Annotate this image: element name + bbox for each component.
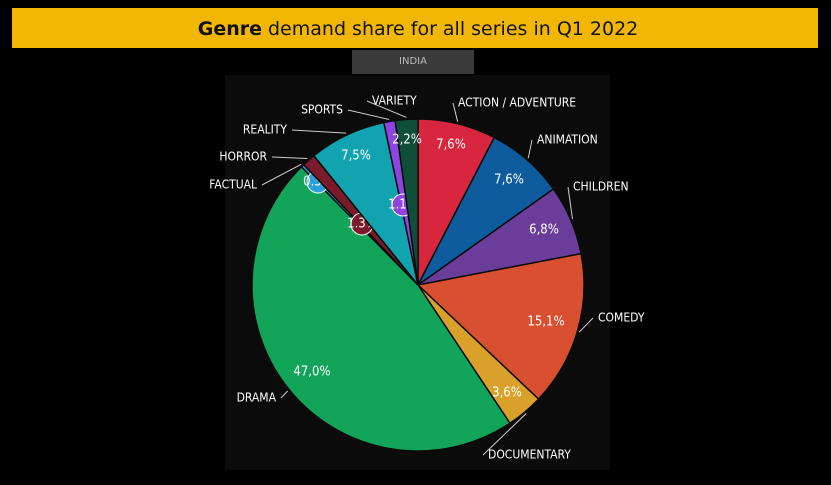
value-label: 6,8% <box>529 223 559 238</box>
leader-line <box>261 163 302 186</box>
category-label: FACTUAL <box>209 178 257 192</box>
leader-line <box>366 100 407 118</box>
leader-line <box>482 413 527 456</box>
leader-line <box>291 129 347 134</box>
leader-line <box>271 156 308 160</box>
chart-title: Genre demand share for all series in Q1 2… <box>198 18 639 40</box>
value-label: 7,6% <box>436 138 466 153</box>
leader-line <box>578 317 594 333</box>
subtitle-tab <box>352 50 474 74</box>
pie: ACTION / ADVENTURE 7,6% ANIMATION 7,6% CHILD… <box>209 94 645 462</box>
title-bold: Genre <box>198 18 262 40</box>
value-label: 15,1% <box>527 315 564 330</box>
category-label: CHILDREN <box>573 180 629 194</box>
category-label: SPORTS <box>301 103 343 117</box>
value-label: 2,2% <box>392 133 422 148</box>
leader-line <box>452 102 459 122</box>
category-label: DRAMA <box>237 391 277 405</box>
category-label: ACTION / ADVENTURE <box>458 96 576 110</box>
title-rest: demand share for all series in Q1 2022 <box>268 18 638 40</box>
subtitle: INDIA <box>399 56 427 67</box>
category-label: DOCUMENTARY <box>488 448 571 462</box>
value-label: 3,6% <box>492 386 522 401</box>
category-label: REALITY <box>243 123 287 137</box>
leader-line <box>527 139 533 159</box>
pie-slice <box>251 165 511 452</box>
leader-line <box>280 390 289 399</box>
leader-line <box>567 186 574 220</box>
title-bar <box>12 8 818 48</box>
category-label: HORROR <box>219 150 267 164</box>
category-label: VARIETY <box>372 94 417 108</box>
pie-slice <box>416 252 585 401</box>
category-label: COMEDY <box>598 311 645 325</box>
value-label: 7,5% <box>341 149 371 164</box>
category-label: ANIMATION <box>537 133 598 147</box>
pie-slice <box>394 118 419 286</box>
leader-line <box>347 109 390 120</box>
value-label: 47,0% <box>293 365 330 380</box>
value-label: 7,6% <box>494 173 524 188</box>
